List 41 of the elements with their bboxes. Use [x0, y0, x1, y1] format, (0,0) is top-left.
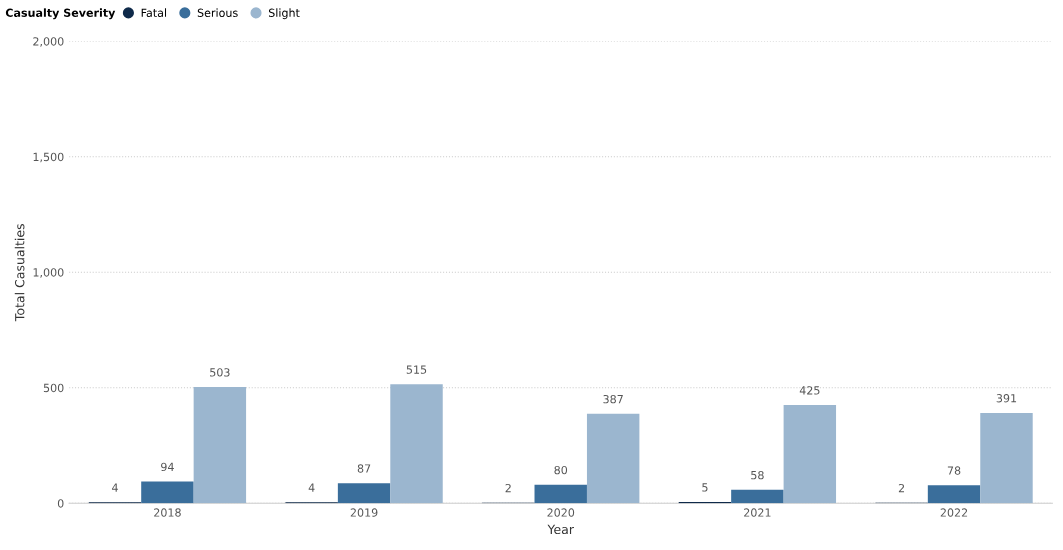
legend-label: Fatal: [141, 8, 167, 17]
data-label: 4: [111, 483, 118, 492]
bar: [337, 483, 391, 504]
data-label: 2: [898, 483, 905, 493]
x-tick-label: 2019: [350, 508, 378, 517]
data-label: 425: [799, 386, 820, 395]
data-label: 5: [702, 483, 708, 492]
data-label: 387: [603, 394, 623, 404]
data-label: 4: [308, 483, 315, 492]
legend-label: Slight: [268, 8, 300, 20]
bar: [927, 485, 981, 504]
data-label: 503: [210, 368, 230, 377]
y-tick-label: 500: [43, 383, 64, 393]
y-tick-label: 0: [57, 499, 64, 508]
y-tick-label: 2,000: [33, 37, 64, 47]
bar: [980, 412, 1033, 504]
bar: [783, 405, 837, 504]
x-tick-label: 2020: [547, 508, 575, 517]
data-label: 94: [161, 462, 174, 472]
legend-label: Serious: [197, 8, 238, 17]
legend-title: Casualty Severity: [5, 8, 116, 20]
x-tick-label: 2021: [744, 508, 771, 517]
x-tick-label: 2018: [154, 508, 181, 517]
data-label: 58: [751, 470, 764, 480]
bar: [586, 413, 640, 504]
bar: [141, 481, 194, 504]
x-axis-title: Year: [547, 524, 574, 535]
x-tick-label: 2022: [940, 508, 968, 517]
bar: [193, 387, 247, 504]
data-label: 391: [996, 394, 1017, 403]
bar: [731, 489, 784, 504]
data-label: 80: [554, 465, 568, 475]
bar: [534, 484, 587, 504]
y-tick-label: 1,000: [33, 268, 64, 278]
data-label: 78: [947, 466, 961, 475]
data-label: 87: [357, 464, 371, 473]
bar: [390, 384, 443, 504]
data-label: 2: [505, 483, 511, 493]
y-tick-label: 1,500: [33, 152, 64, 163]
data-label: 515: [406, 365, 427, 374]
y-axis-title: Total Casualties: [14, 224, 25, 322]
